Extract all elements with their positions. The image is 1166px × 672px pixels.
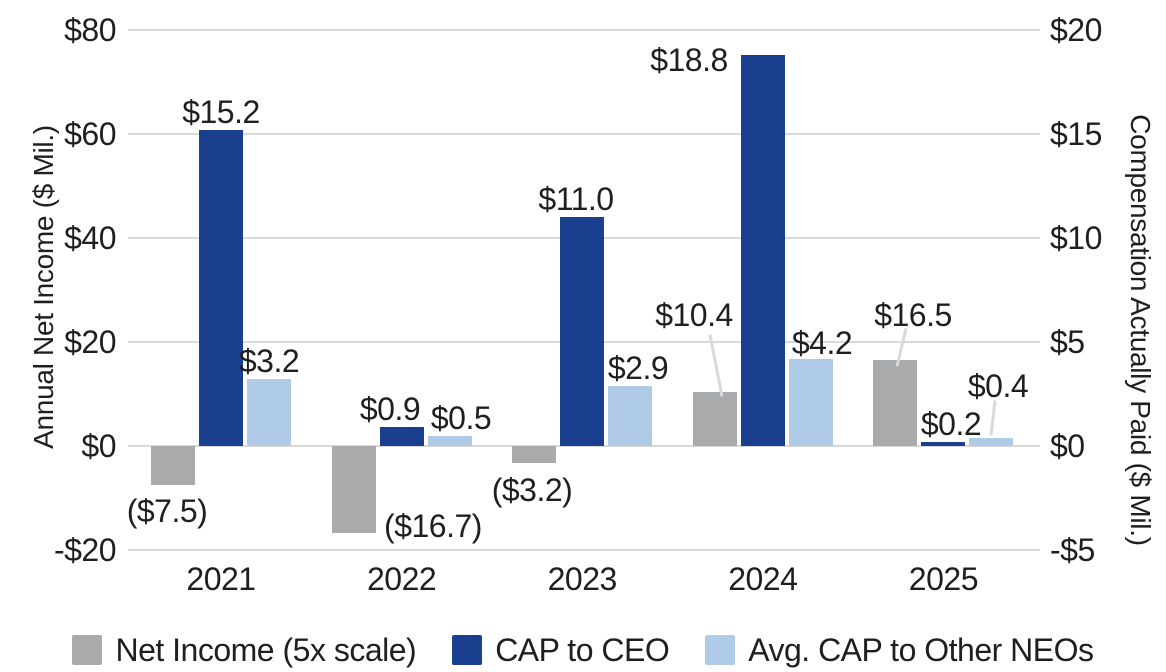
data-label-cap-to-ceo-2022: $0.9 xyxy=(359,391,421,427)
cap-to-ceo-swatch-icon xyxy=(452,635,483,665)
bar-avg-cap-to-other-neos-2022 xyxy=(427,435,472,446)
left-axis-tick: $60 xyxy=(64,116,116,152)
right-axis-tick: -$5 xyxy=(1050,532,1095,568)
data-label-avg-cap-to-other-neos-2021: $3.2 xyxy=(238,343,300,380)
bar-avg-cap-to-other-neos-2024 xyxy=(788,358,833,446)
right-axis-tick: $20 xyxy=(1050,12,1102,48)
legend-label-avg-cap-other-neos: Avg. CAP to Other NEOs xyxy=(748,631,1094,668)
gridline xyxy=(128,445,1040,447)
net-income-swatch-icon xyxy=(72,635,103,665)
right-axis-tick: $5 xyxy=(1050,324,1085,360)
callout-line xyxy=(989,399,997,436)
right-axis-tick: $15 xyxy=(1050,116,1102,152)
bar-avg-cap-to-other-neos-2021 xyxy=(247,379,291,446)
legend-label-net-income: Net Income (5x scale) xyxy=(115,631,417,668)
left-axis-tick: $20 xyxy=(64,324,116,360)
bar-net-income-5x-scale-2023 xyxy=(512,446,557,463)
data-label-net-income-5x-scale-2021: ($7.5) xyxy=(126,493,208,529)
bar-avg-cap-to-other-neos-2025 xyxy=(969,437,1014,446)
data-label-net-income-5x-scale-2024: $10.4 xyxy=(655,297,733,333)
bar-net-income-5x-scale-2025 xyxy=(873,360,918,446)
left-axis-tick: $0 xyxy=(81,428,116,464)
data-label-net-income-5x-scale-2022: ($16.7) xyxy=(384,508,482,544)
bar-cap-to-ceo-2021 xyxy=(199,129,243,446)
bar-net-income-5x-scale-2024 xyxy=(692,391,737,446)
bar-avg-cap-to-other-neos-2023 xyxy=(608,385,653,446)
legend-label-cap-to-ceo: CAP to CEO xyxy=(495,631,670,668)
legend-item-avg-cap-other-neos: Avg. CAP to Other NEOs xyxy=(705,631,1094,669)
left-axis-tick: $80 xyxy=(64,12,116,48)
bar-cap-to-ceo-2025 xyxy=(921,441,966,446)
gridline xyxy=(128,29,1040,31)
left-axis-title: Annual Net Income ($ Mil.) xyxy=(28,125,59,449)
data-label-avg-cap-to-other-neos-2025: $0.4 xyxy=(967,368,1029,404)
x-axis-label-2024: 2024 xyxy=(728,561,798,597)
data-label-avg-cap-to-other-neos-2024: $4.2 xyxy=(791,325,853,361)
bar-net-income-5x-scale-2021 xyxy=(151,446,195,485)
data-label-cap-to-ceo-2021: $15.2 xyxy=(182,93,260,130)
left-axis-tick: $40 xyxy=(64,220,116,256)
x-axis-label-2021: 2021 xyxy=(186,561,256,597)
data-label-cap-to-ceo-2024: $18.8 xyxy=(650,42,728,78)
bar-cap-to-ceo-2023 xyxy=(560,217,605,446)
data-label-avg-cap-to-other-neos-2022: $0.5 xyxy=(430,400,492,436)
data-label-cap-to-ceo-2023: $11.0 xyxy=(538,181,614,217)
data-label-net-income-5x-scale-2025: $16.5 xyxy=(874,297,952,333)
bar-cap-to-ceo-2024 xyxy=(740,54,785,446)
left-axis-tick: -$20 xyxy=(53,532,117,568)
gridline xyxy=(128,133,1040,135)
right-axis-tick: $10 xyxy=(1050,220,1102,256)
callout-line xyxy=(708,333,724,397)
right-axis-tick: $0 xyxy=(1050,428,1085,464)
bar-net-income-5x-scale-2022 xyxy=(331,446,376,533)
data-label-cap-to-ceo-2025: $0.2 xyxy=(920,406,982,442)
legend: Net Income (5x scale) CAP to CEO Avg. CA… xyxy=(0,631,1166,669)
data-label-net-income-5x-scale-2023: ($3.2) xyxy=(491,472,573,508)
x-axis-label-2025: 2025 xyxy=(908,561,979,597)
x-axis-label-2022: 2022 xyxy=(367,561,437,597)
x-axis-label-2023: 2023 xyxy=(547,561,618,597)
gridline xyxy=(128,549,1040,551)
right-axis-title: Compensation Actually Paid ($ Mil.) xyxy=(1125,114,1156,546)
legend-item-net-income: Net Income (5x scale) xyxy=(72,631,417,669)
legend-item-cap-to-ceo: CAP to CEO xyxy=(452,631,670,669)
bar-cap-to-ceo-2022 xyxy=(379,427,424,446)
data-label-avg-cap-to-other-neos-2023: $2.9 xyxy=(607,350,669,386)
avg-cap-other-neos-swatch-icon xyxy=(705,635,736,665)
